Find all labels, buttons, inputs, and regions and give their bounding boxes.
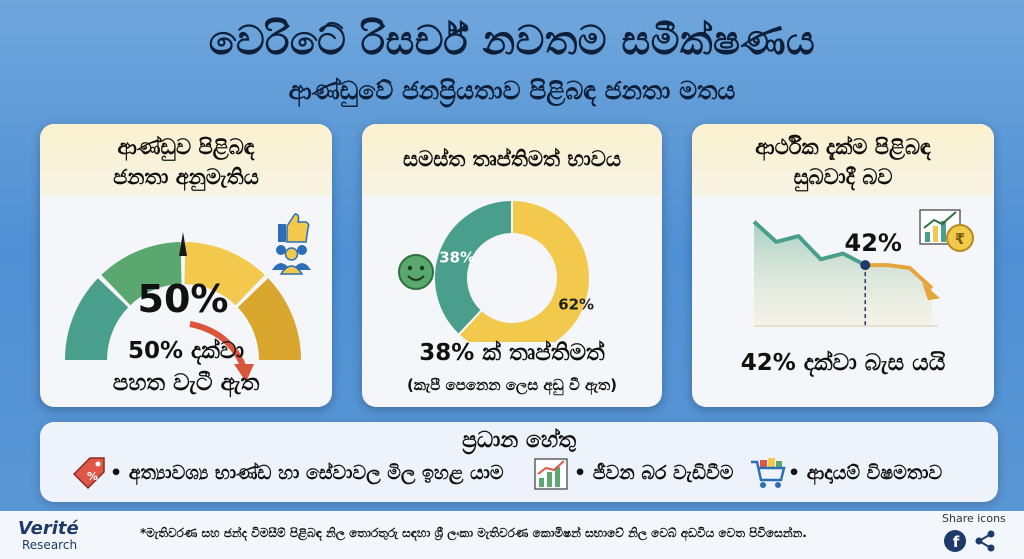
gauge-value-label: 50% bbox=[138, 277, 229, 321]
highlight-value-label: 42% bbox=[845, 229, 902, 257]
footer-bar bbox=[0, 511, 1024, 559]
gauge-segment-2 bbox=[101, 242, 182, 306]
line-area-fill bbox=[754, 221, 932, 326]
donut-label-2: 62% bbox=[558, 295, 594, 313]
rupee-coin-icon: ₹ bbox=[946, 224, 974, 252]
donut-label-1: 38% bbox=[439, 248, 475, 266]
people-group-icon bbox=[272, 245, 311, 275]
reason-item-1: • අත්‍යාවශ්‍ය භාණ්ඩ හා සේවාවල මිල ඉහළ යා… bbox=[110, 462, 504, 484]
svg-text:%: % bbox=[87, 470, 98, 483]
approval-caption-line2: පහත වැටී ඇත bbox=[112, 370, 260, 396]
gauge-segment-3 bbox=[184, 242, 265, 306]
highlight-point bbox=[860, 260, 871, 271]
optimism-card: ආර්ථික දැක්ම පිළිබඳ සුබවාදී බව 42% ₹ 42%… bbox=[692, 124, 994, 407]
reason-item-3: • ආදායම් විෂමතාව bbox=[788, 462, 943, 484]
approval-title-line1: ආණ්ඩුව පිළිබඳ bbox=[117, 135, 255, 159]
optimism-line-chart: 42% ₹ bbox=[752, 209, 974, 327]
satisfaction-card-header bbox=[362, 124, 662, 196]
gauge-segment-1 bbox=[65, 278, 129, 360]
gauge-arrow bbox=[189, 321, 247, 370]
approval-caption-line1: 50% දක්වා bbox=[127, 338, 245, 364]
svg-text:₹: ₹ bbox=[955, 230, 965, 248]
gauge-segment-4 bbox=[237, 278, 301, 360]
satisfaction-card: සමස්ත තෘප්තිමත් භාවය 38% 62% 38% ක් තෘප්ත… bbox=[362, 124, 662, 407]
optimism-title-line1: ආර්ථික දැක්ම පිළිබඳ bbox=[755, 135, 931, 159]
approval-gauge: 50% bbox=[65, 213, 311, 382]
verite-logo-sub: Research bbox=[22, 538, 78, 552]
svg-text:f: f bbox=[953, 533, 960, 551]
share-icon[interactable] bbox=[974, 530, 996, 552]
footnote-text: *මැතිවරණ සහ ජන්ද විමසීම් පිළිබඳ නිල තොරත… bbox=[140, 526, 807, 540]
page-subtitle: ආණ්ඩුවේ ජනප්‍රියතාව පිළිබඳ ජනතා මතය bbox=[288, 76, 736, 105]
key-reasons-title: ප්‍රධාන හේතු bbox=[461, 428, 577, 453]
line-series-orange bbox=[865, 263, 934, 290]
key-reasons-panel: ප්‍රධාන හේතු % • අත්‍යාවශ්‍ය භාණ්ඩ හා සේ… bbox=[40, 422, 998, 502]
donut-slice-1 bbox=[433, 198, 513, 337]
approval-card: ආණ්ඩුව පිළිබඳ ජනතා අනුමැතිය 50% 50% දක්ව… bbox=[40, 124, 332, 407]
shopping-cart-icon bbox=[751, 458, 786, 488]
facebook-icon[interactable]: f bbox=[944, 530, 966, 552]
verite-logo-name: Verité bbox=[18, 518, 79, 539]
share-label: Share icons bbox=[942, 512, 1006, 525]
smile-icon bbox=[398, 254, 434, 290]
line-series-teal bbox=[752, 220, 867, 267]
reason-item-2: • ජීවන බර වැඩිවීම bbox=[574, 462, 734, 484]
satisfaction-donut: 38% 62% bbox=[398, 198, 594, 342]
satisfaction-title: සමස්ත තෘප්තිමත් භාවය bbox=[403, 147, 621, 171]
bar-chart-icon bbox=[534, 458, 568, 490]
page-title: වෙරිටේ රිසර්ච් නවතම සමීක්ෂණය bbox=[208, 18, 816, 64]
gauge-needle bbox=[179, 232, 187, 256]
price-tag-icon: % bbox=[72, 457, 105, 490]
optimism-title-line2: සුබවාදී බව bbox=[793, 165, 893, 189]
approval-title-line2: ජනතා අනුමැතිය bbox=[113, 165, 259, 189]
optimism-caption: 42% දක්වා බැස යයි bbox=[740, 350, 946, 376]
gauge-arrow-head bbox=[234, 364, 254, 382]
satisfaction-caption-line1: 38% ක් තෘප්තිමත් bbox=[419, 340, 605, 366]
approval-card-header bbox=[40, 124, 332, 196]
optimism-card-header bbox=[692, 124, 994, 196]
donut-slice-2 bbox=[457, 198, 591, 342]
thumbs-up-icon bbox=[278, 213, 310, 243]
satisfaction-caption-line2: (කැපී පෙනෙන ලෙස අඩු වී ඇත) bbox=[406, 376, 618, 394]
line-arrow-head bbox=[922, 282, 940, 301]
